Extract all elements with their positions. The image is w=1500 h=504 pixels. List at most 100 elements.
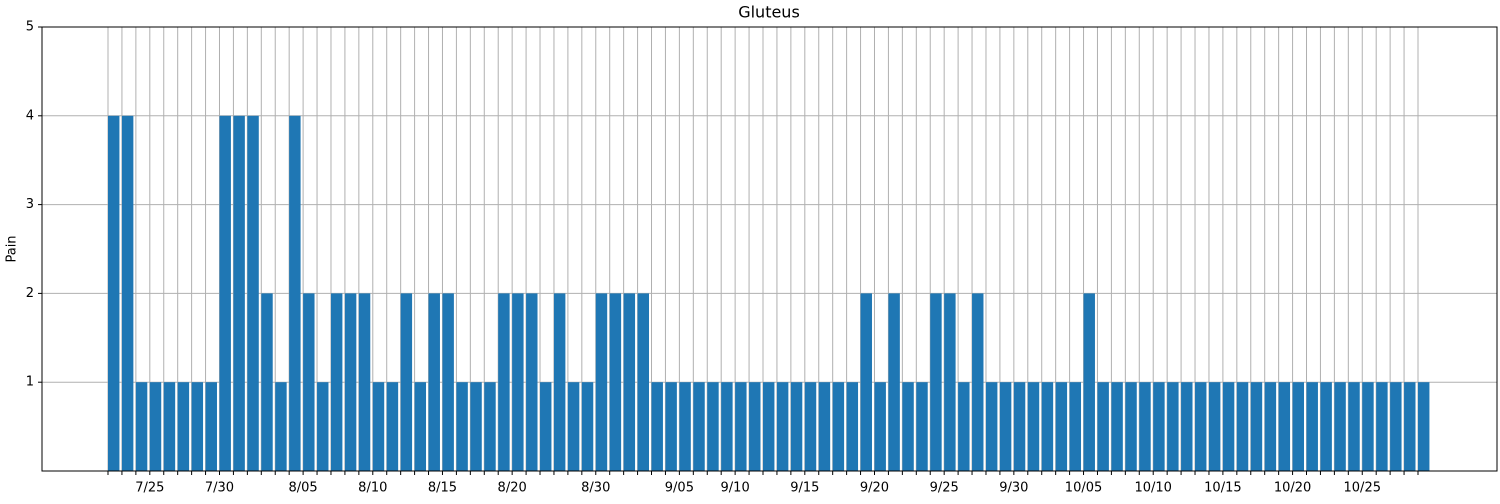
bar — [219, 115, 231, 472]
bar — [651, 382, 663, 471]
bar — [177, 382, 190, 471]
bar — [888, 293, 900, 471]
bar — [1264, 382, 1277, 471]
bar — [1292, 382, 1305, 471]
bar — [1125, 382, 1137, 471]
bar — [386, 382, 399, 471]
bar — [581, 382, 594, 471]
bar — [763, 382, 775, 471]
bar — [846, 382, 859, 471]
bar — [609, 293, 622, 471]
y-tick-label: 1 — [26, 375, 34, 390]
x-tick-label: 9/10 — [721, 481, 750, 496]
bar — [693, 382, 705, 471]
bar — [944, 293, 956, 471]
y-tick-label: 3 — [26, 197, 34, 212]
x-tick-label: 10/20 — [1274, 481, 1311, 496]
plot-frame — [41, 26, 1498, 472]
x-tick-label: 8/30 — [581, 481, 610, 496]
bar — [595, 293, 608, 471]
bar — [721, 382, 733, 471]
x-tick-label: 8/10 — [358, 481, 387, 496]
bar — [1083, 293, 1095, 471]
y-tick-label: 4 — [26, 108, 34, 123]
bar — [498, 293, 510, 471]
bar — [665, 382, 677, 471]
bar — [512, 293, 524, 471]
bar — [818, 382, 831, 471]
bar — [261, 293, 273, 471]
bar — [108, 115, 120, 472]
x-tick-label: 9/30 — [999, 481, 1028, 496]
bar — [1055, 382, 1068, 471]
x-tick-label: 9/15 — [790, 481, 819, 496]
bar — [233, 115, 245, 472]
bar — [205, 382, 217, 471]
bar — [414, 382, 427, 471]
bar — [749, 382, 761, 471]
bar — [1208, 382, 1221, 471]
bar — [163, 382, 176, 471]
bar — [1250, 382, 1263, 471]
bar — [804, 382, 817, 471]
bar — [930, 293, 942, 471]
bar — [553, 293, 566, 471]
bar — [1404, 382, 1416, 471]
bar — [470, 382, 482, 471]
bar — [916, 382, 928, 471]
bar — [1041, 382, 1054, 471]
bar — [860, 293, 872, 471]
bar — [623, 293, 636, 471]
bar — [832, 382, 845, 471]
x-tick-label: 9/25 — [930, 481, 959, 496]
bar — [985, 382, 998, 471]
bar — [958, 382, 970, 471]
x-tick-label: 9/05 — [665, 481, 694, 496]
bar — [1418, 382, 1430, 471]
bar — [275, 382, 287, 471]
bar — [442, 293, 454, 471]
x-tick-label: 7/25 — [135, 481, 164, 496]
bar — [317, 382, 329, 471]
bar — [679, 382, 691, 471]
bar — [456, 382, 468, 471]
chart-title: Gluteus — [738, 3, 800, 22]
bar — [874, 382, 886, 471]
bar — [902, 382, 914, 471]
bar — [1097, 382, 1109, 471]
x-tick-label: 10/25 — [1344, 481, 1381, 496]
bar — [1027, 382, 1040, 471]
bar — [1278, 382, 1291, 471]
bar — [776, 382, 789, 471]
bar — [358, 293, 371, 471]
bar — [330, 293, 343, 471]
y-axis-label: Pain — [5, 235, 20, 262]
bar — [1167, 382, 1179, 471]
bar — [191, 382, 204, 471]
x-tick-label: 9/20 — [860, 481, 889, 496]
bar — [1320, 382, 1332, 471]
bar — [735, 382, 747, 471]
bar — [1181, 382, 1193, 471]
y-tick-label: 5 — [26, 20, 34, 35]
bar — [567, 382, 580, 471]
bar — [400, 293, 413, 471]
bar — [1348, 382, 1360, 471]
y-tick-label: 2 — [26, 286, 34, 301]
bar — [972, 293, 984, 471]
bar — [1111, 382, 1123, 471]
x-tick-label: 8/20 — [498, 481, 527, 496]
bar — [135, 382, 148, 471]
bar — [1390, 382, 1402, 471]
bar — [1139, 382, 1151, 471]
bar — [484, 382, 496, 471]
bar — [303, 293, 315, 471]
bar — [790, 382, 803, 471]
bar — [540, 382, 552, 471]
bar — [289, 115, 301, 472]
bar — [637, 293, 650, 471]
bar — [1013, 382, 1026, 471]
bar — [428, 293, 440, 471]
bar — [1376, 382, 1388, 471]
